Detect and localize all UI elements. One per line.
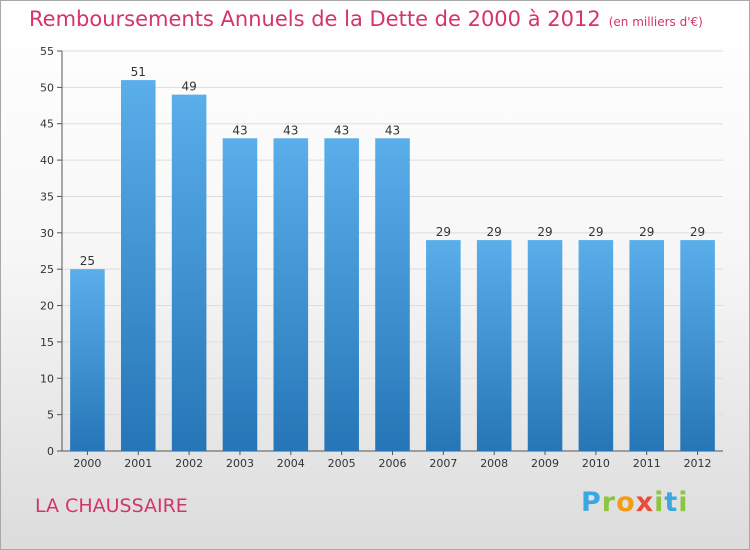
chart-title-unit: (en milliers d'€) [608,15,703,29]
data-label: 43 [283,123,298,137]
x-tick-label: 2009 [531,457,559,470]
logo-letter: i [678,487,689,518]
bars [70,80,715,452]
x-tick-label: 2008 [480,457,508,470]
y-tick-label: 35 [40,190,54,203]
y-tick-label: 15 [40,336,54,349]
logo-letter: P [581,487,602,518]
logo-letter: r [601,487,617,518]
x-tick-label: 2002 [175,457,203,470]
data-label: 43 [385,123,400,137]
bar [375,138,410,452]
y-tick-label: 20 [40,300,54,313]
y-tick-label: 55 [40,45,54,58]
logo-letter: i [654,487,665,518]
bar [578,240,614,451]
data-label: 29 [588,225,603,239]
x-tick-label: 2000 [73,457,101,470]
data-label: 29 [487,225,502,239]
data-label: 29 [690,225,705,239]
x-tick-label: 2005 [328,457,356,470]
chart-title-main: Remboursements Annuels de la Dette de 20… [29,7,601,31]
y-tick-label: 45 [40,118,54,131]
data-label: 29 [537,225,552,239]
bar [527,240,563,451]
bar [476,240,512,451]
data-label: 51 [131,65,146,79]
bar [120,80,156,451]
x-tick-label: 2004 [277,457,305,470]
bar [680,240,715,451]
x-tick-label: 2006 [379,457,407,470]
bar [171,94,207,452]
data-label: 29 [639,225,654,239]
bar [629,240,665,451]
x-tick-label: 2001 [124,457,152,470]
y-tick-label: 5 [47,409,54,422]
bar [222,138,258,452]
commune-name: LA CHAUSSAIRE [35,495,188,517]
y-tick-label: 25 [40,263,54,276]
logo-letter: t [664,487,679,518]
y-tick-label: 40 [40,154,54,167]
x-tick-label: 2010 [582,457,610,470]
bar [70,269,105,451]
proxiti-logo: Proxiti [581,487,689,518]
data-label: 49 [181,80,196,94]
data-label: 43 [334,123,349,137]
x-tick-label: 2003 [226,457,254,470]
y-tick-label: 30 [40,227,54,240]
logo-letter: o [616,487,636,518]
data-label: 25 [80,254,95,268]
data-label: 29 [436,225,451,239]
x-tick-label: 2007 [429,457,457,470]
y-tick-label: 50 [40,81,54,94]
logo-letter: x [635,487,655,518]
data-label: 43 [232,123,247,137]
labels: 25 2000 51 2001 49 2002 43 2003 43 2004 43 2005 43 20… [73,65,711,470]
bar [426,240,461,451]
bar [324,138,359,452]
x-tick-label: 2012 [684,457,712,470]
bar [273,138,309,452]
y-tick-label: 10 [40,372,54,385]
y-tick-label: 0 [47,445,54,458]
chart-title: Remboursements Annuels de la Dette de 20… [29,7,703,31]
x-tick-label: 2011 [633,457,661,470]
